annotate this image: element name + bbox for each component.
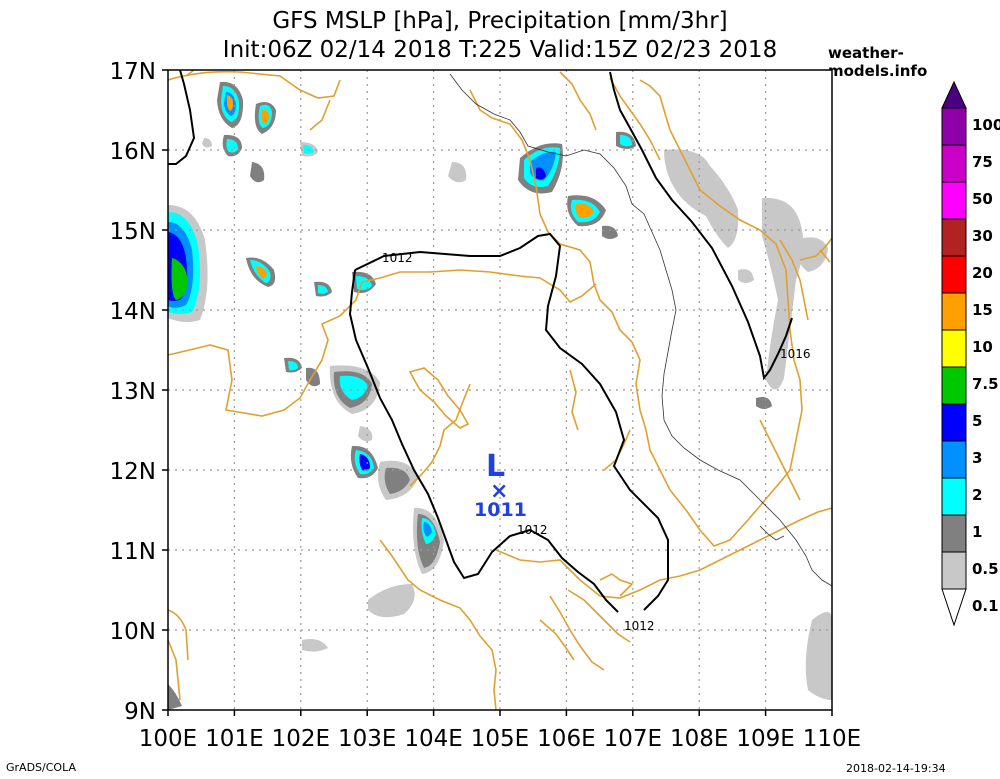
isobar-label: 1012 bbox=[517, 523, 548, 537]
colorbar-label: 5 bbox=[972, 412, 982, 430]
lat-label: 9N bbox=[124, 699, 156, 725]
lat-label: 14N bbox=[110, 299, 156, 325]
chart-title-line2: Init:06Z 02/14 2018 T:225 Valid:15Z 02/2… bbox=[222, 37, 778, 63]
colorbar-swatch bbox=[941, 181, 967, 220]
footer-timestamp: 2018-02-14-19:34 bbox=[846, 762, 946, 775]
colorbar-swatch bbox=[941, 292, 967, 331]
colorbar-label: 20 bbox=[972, 264, 993, 282]
colorbar-label: 30 bbox=[972, 227, 993, 245]
colorbar-top-arrow bbox=[941, 80, 967, 109]
lat-label: 17N bbox=[110, 59, 156, 85]
colorbar-label: 75 bbox=[972, 153, 993, 171]
colorbar-swatch bbox=[941, 218, 967, 257]
colorbar-swatch bbox=[941, 551, 967, 590]
colorbar: 100 75 50 30 20 15 10 7.5 5 3 2 1 0.5 0.1 bbox=[941, 80, 1000, 627]
colorbar-swatch bbox=[941, 477, 967, 516]
isobar-label: 1016 bbox=[780, 347, 811, 361]
colorbar-label: 7.5 bbox=[972, 375, 999, 393]
lon-label: 102E bbox=[272, 726, 330, 752]
chart-title-line1: GFS MSLP [hPa], Precipitation [mm/3hr] bbox=[272, 8, 728, 34]
colorbar-swatch bbox=[941, 144, 967, 183]
low-letter: L bbox=[486, 449, 505, 484]
lon-label: 103E bbox=[338, 726, 396, 752]
lon-label: 101E bbox=[205, 726, 263, 752]
lon-label: 106E bbox=[537, 726, 595, 752]
colorbar-swatch bbox=[941, 403, 967, 442]
colorbar-swatch bbox=[941, 329, 967, 368]
colorbar-label: 2 bbox=[972, 486, 982, 504]
lat-label: 11N bbox=[110, 539, 156, 565]
colorbar-label: 50 bbox=[972, 190, 993, 208]
lat-lon-grid bbox=[168, 70, 832, 710]
lon-label: 104E bbox=[404, 726, 462, 752]
colorbar-label: 0.1 bbox=[972, 597, 999, 615]
lon-label: 100E bbox=[139, 726, 197, 752]
lon-label: 105E bbox=[471, 726, 529, 752]
colorbar-swatch bbox=[941, 107, 967, 146]
precip-layer bbox=[168, 81, 832, 710]
site-credit: weather-models.info bbox=[828, 44, 928, 80]
lat-label: 16N bbox=[110, 139, 156, 165]
lon-label: 109E bbox=[736, 726, 794, 752]
lat-label: 15N bbox=[110, 219, 156, 245]
colorbar-label: 15 bbox=[972, 301, 993, 319]
colorbar-label: 100 bbox=[972, 116, 1000, 134]
lon-label: 108E bbox=[670, 726, 728, 752]
low-marker: × bbox=[490, 479, 508, 504]
lat-label: 12N bbox=[110, 459, 156, 485]
country-borders-thin bbox=[449, 73, 833, 587]
colorbar-label: 10 bbox=[972, 338, 993, 356]
colorbar-swatch bbox=[941, 366, 967, 405]
lat-label: 13N bbox=[110, 379, 156, 405]
colorbar-swatch bbox=[941, 440, 967, 479]
low-pressure-center: L × 1011 bbox=[474, 449, 527, 521]
lon-label: 107E bbox=[604, 726, 662, 752]
coastlines-borders bbox=[167, 69, 833, 711]
lat-label: 10N bbox=[110, 619, 156, 645]
colorbar-label: 3 bbox=[972, 449, 982, 467]
footer-credit: GrADS/COLA bbox=[6, 761, 76, 774]
low-value: 1011 bbox=[474, 499, 527, 521]
lon-label: 110E bbox=[803, 726, 861, 752]
colorbar-label: 0.5 bbox=[972, 560, 999, 578]
isobars bbox=[168, 69, 793, 613]
colorbar-swatch bbox=[941, 255, 967, 294]
axis-ticks bbox=[162, 69, 833, 716]
colorbar-label: 1 bbox=[972, 523, 982, 541]
isobar-label: 1012 bbox=[624, 619, 655, 633]
isobar-label: 1012 bbox=[382, 251, 413, 265]
colorbar-swatch bbox=[941, 514, 967, 553]
colorbar-bottom-arrow bbox=[941, 588, 967, 627]
